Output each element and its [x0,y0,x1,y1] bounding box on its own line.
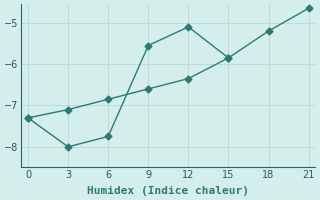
X-axis label: Humidex (Indice chaleur): Humidex (Indice chaleur) [87,186,249,196]
